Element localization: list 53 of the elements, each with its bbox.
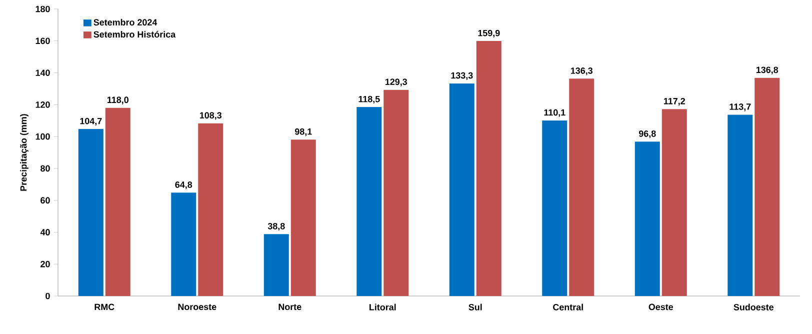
x-tick-label: Litoral: [370, 304, 396, 310]
bar: [449, 83, 474, 296]
data-label: 136,8: [756, 66, 778, 74]
y-tick-label: 80: [40, 165, 50, 172]
bar: [171, 192, 196, 296]
legend-label: Setembro 2024: [94, 18, 158, 26]
y-tick-label: 100: [36, 133, 50, 140]
x-tick-label: Sul: [468, 304, 482, 310]
data-label: 136,3: [570, 68, 593, 76]
y-tick-label: 140: [36, 70, 50, 76]
x-tick-label: Sudoeste: [734, 304, 774, 310]
x-tick-label: Oeste: [648, 304, 674, 310]
data-label: 104,7: [80, 118, 102, 126]
bar: [728, 114, 753, 296]
bar: [105, 108, 130, 296]
y-tick-label: 0: [46, 292, 50, 300]
bar: [754, 78, 780, 296]
bar: [384, 90, 409, 296]
data-label: 159,9: [478, 30, 500, 38]
x-tick-label: Central: [553, 304, 583, 310]
data-label: 98,1: [294, 128, 312, 136]
legend-label: Setembro Histórica: [94, 30, 176, 38]
bar: [356, 107, 382, 296]
data-label: 117,2: [664, 98, 685, 106]
y-tick-label: 60: [40, 197, 50, 204]
y-tick-label: 160: [36, 38, 50, 44]
y-tick-label: 20: [40, 260, 50, 268]
bar: [662, 109, 687, 296]
bar: [78, 129, 104, 296]
bar: [290, 140, 316, 296]
data-label: 64,8: [175, 182, 192, 190]
data-label: 129,3: [385, 78, 408, 86]
data-label: 110,1: [544, 109, 566, 117]
data-label: 133,3: [451, 72, 473, 80]
data-label: 96,8: [638, 130, 656, 138]
y-axis-title: Precipitação (mm): [20, 114, 28, 191]
y-tick-label: 40: [40, 229, 50, 236]
x-tick-label: Noroeste: [178, 304, 216, 310]
x-tick-label: RMC: [94, 304, 114, 310]
y-tick-label: 120: [36, 101, 50, 108]
y-tick-label: 180: [36, 6, 50, 12]
bar: [542, 120, 568, 296]
data-label: 38,8: [268, 222, 285, 231]
data-label: 113,7: [730, 104, 751, 112]
bar: [634, 142, 660, 296]
bar: [264, 234, 289, 296]
bar: [569, 78, 594, 296]
data-label: 108,3: [200, 112, 222, 120]
bar: [198, 123, 224, 296]
data-label: 118,0: [107, 96, 128, 104]
x-tick-label: Norte: [278, 304, 302, 310]
bar: [476, 41, 502, 296]
data-label: 118,5: [358, 96, 380, 104]
